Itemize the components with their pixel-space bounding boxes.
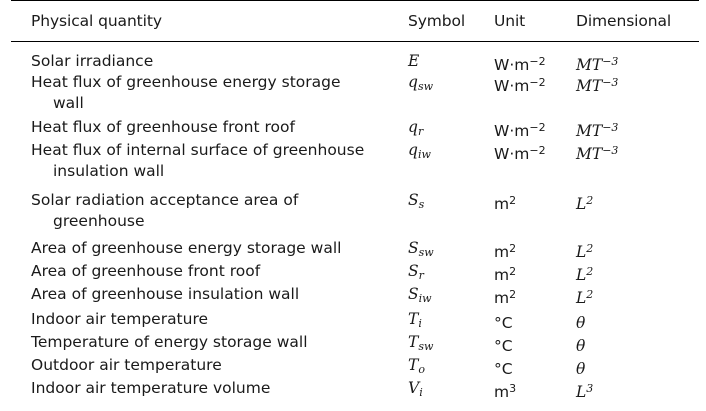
quantity-cell: Indoor air temperature volume	[31, 379, 271, 397]
dimensional-cell: L2	[576, 288, 594, 307]
quantity-cell: Heat flux of greenhouse front roof	[31, 118, 295, 136]
unit-cell: °C	[494, 337, 513, 355]
unit-cell: W·m−2	[494, 76, 546, 95]
quantity-cell: Area of greenhouse front roof	[31, 262, 261, 280]
symbol-cell: qr	[408, 118, 424, 138]
quantity-cell: Indoor air temperature	[31, 310, 209, 328]
table-header-rule	[11, 41, 699, 42]
header-dimensional: Dimensional	[576, 12, 672, 30]
dimensional-cell: θ	[576, 337, 586, 355]
dimensional-cell: L3	[576, 382, 594, 401]
unit-cell: m3	[494, 382, 517, 401]
dimensional-cell: L2	[576, 242, 594, 261]
symbol-cell: To	[408, 356, 425, 376]
quantity-cell: Outdoor air temperature	[31, 356, 222, 374]
symbol-cell: qsw	[408, 73, 433, 93]
symbol-cell: Ti	[408, 310, 422, 330]
unit-cell: m2	[494, 242, 517, 261]
symbol-cell: Vi	[408, 379, 423, 399]
unit-cell: W·m−2	[494, 144, 546, 163]
unit-cell: W·m−2	[494, 55, 546, 74]
quantity-cell: Heat flux of greenhouse energy storage wa…	[31, 73, 341, 112]
dimensional-cell: MT−3	[576, 55, 619, 74]
dimensional-cell: L2	[576, 265, 594, 284]
symbol-cell: Siw	[408, 285, 432, 305]
unit-cell: m2	[494, 288, 517, 307]
dimensional-cell: MT−3	[576, 144, 619, 163]
symbol-cell: Ss	[408, 191, 425, 211]
dimensional-cell: θ	[576, 314, 586, 332]
unit-cell: °C	[494, 314, 513, 332]
header-unit: Unit	[494, 12, 526, 30]
symbol-cell: E	[408, 52, 420, 70]
quantity-cell: Solar radiation acceptance area of greenh…	[31, 191, 299, 230]
symbol-cell: Tsw	[408, 333, 434, 353]
symbol-cell: Sr	[408, 262, 424, 282]
unit-cell: °C	[494, 360, 513, 378]
table-top-rule	[11, 0, 699, 1]
header-physical-quantity: Physical quantity	[31, 12, 162, 30]
unit-cell: m2	[494, 265, 517, 284]
symbol-cell: Ssw	[408, 239, 434, 259]
quantity-cell: Temperature of energy storage wall	[31, 333, 308, 351]
dimensional-cell: MT−3	[576, 121, 619, 140]
unit-cell: m2	[494, 194, 517, 213]
unit-cell: W·m−2	[494, 121, 546, 140]
quantity-cell: Area of greenhouse insulation wall	[31, 285, 300, 303]
quantity-cell: Area of greenhouse energy storage wall	[31, 239, 342, 257]
symbol-cell: qiw	[408, 141, 431, 161]
dimensional-cell: MT−3	[576, 76, 619, 95]
quantity-cell: Heat flux of internal surface of greenho…	[31, 141, 365, 180]
quantity-cell: Solar irradiance	[31, 52, 154, 70]
header-symbol: Symbol	[408, 12, 466, 30]
dimensional-cell: θ	[576, 360, 586, 378]
dimensional-cell: L2	[576, 194, 594, 213]
